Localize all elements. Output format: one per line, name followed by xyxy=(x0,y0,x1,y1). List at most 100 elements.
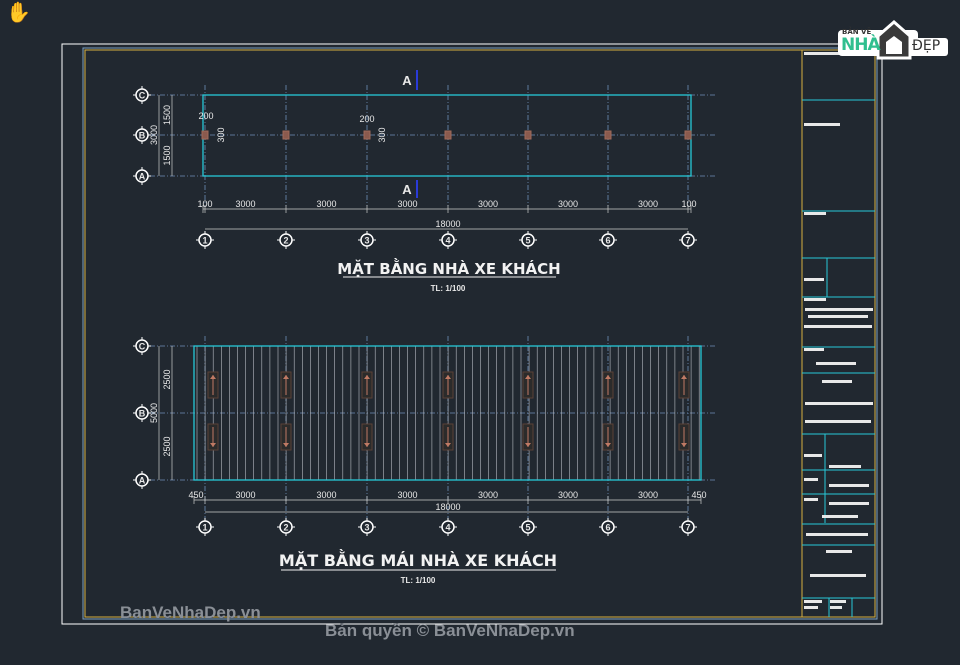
column-axis-bubble-4-circle xyxy=(441,520,455,534)
title-block-text xyxy=(822,380,852,383)
dimension-label: 3000 xyxy=(316,490,336,500)
arrow-down-icon xyxy=(283,443,289,447)
title-block-text xyxy=(804,606,818,609)
column-axis-bubble-3-circle xyxy=(360,520,374,534)
dimension-label: 3000 xyxy=(397,490,417,500)
column xyxy=(684,130,692,140)
total-dimension-label: 18000 xyxy=(435,219,460,229)
column-axis-bubble-5-label: 5 xyxy=(525,523,530,533)
left-dimension-label: 2500 xyxy=(162,436,172,456)
column-axis-bubble-2-circle xyxy=(279,233,293,247)
title-block-text xyxy=(804,348,824,351)
title-block-text xyxy=(804,278,824,281)
column xyxy=(282,130,290,140)
left-dimension-label: 2500 xyxy=(162,369,172,389)
column-axis-bubble-5-label: 5 xyxy=(525,236,530,246)
arrow-down-icon xyxy=(525,443,531,447)
title-block-text xyxy=(804,498,818,501)
row-axis-bubble-A-label: A xyxy=(139,476,146,486)
column-axis-bubble-7-label: 7 xyxy=(685,236,690,246)
title-block-text xyxy=(829,502,869,505)
column-axis-bubble-4-label: 4 xyxy=(445,236,450,246)
arrow-up-icon xyxy=(605,375,611,379)
column-note: 200 xyxy=(198,111,213,121)
column-axis-bubble-4-label: 4 xyxy=(445,523,450,533)
dimension-label: 100 xyxy=(197,199,212,209)
row-axis-bubble-B-label: B xyxy=(139,409,146,419)
column xyxy=(201,130,209,140)
column-axis-bubble-6-circle xyxy=(601,233,615,247)
title-block-text xyxy=(810,574,866,577)
outer-border xyxy=(61,43,883,625)
left-dimension-label: 1500 xyxy=(162,105,172,125)
column-axis-bubble-3-label: 3 xyxy=(364,523,369,533)
arrow-up-icon xyxy=(525,375,531,379)
column-axis-bubble-7-label: 7 xyxy=(685,523,690,533)
column xyxy=(444,130,452,140)
column-axis-bubble-1-label: 1 xyxy=(202,236,207,246)
dimension-label: 3000 xyxy=(316,199,336,209)
column-axis-bubble-1-circle xyxy=(198,233,212,247)
column xyxy=(604,130,612,140)
plan-roof-layout: C B A 450 3000 3000 3000 3000 3000 3000 450 18000 1 2… xyxy=(133,336,716,536)
arrow-down-icon xyxy=(445,443,451,447)
title-block-text xyxy=(816,362,856,365)
title-block-text xyxy=(806,533,868,536)
column-axis-bubble-5-circle xyxy=(521,520,535,534)
column-axis-bubble-2-circle xyxy=(279,520,293,534)
arrow-up-icon xyxy=(681,375,687,379)
row-axis-bubble-C-circle xyxy=(135,88,149,102)
column-axis-bubble-4-circle xyxy=(441,233,455,247)
column-note: 300 xyxy=(377,127,387,142)
row-axis-bubble-C-label: C xyxy=(139,342,146,352)
left-dimension-label: 3000 xyxy=(149,125,159,145)
column-note: 200 xyxy=(359,114,374,124)
title-block-text xyxy=(804,325,872,328)
left-dimension-label: 5000 xyxy=(149,403,159,423)
plan2-scale: TL: 1/100 xyxy=(401,576,436,585)
title-block-text xyxy=(805,402,873,405)
total-dimension-label: 18000 xyxy=(435,502,460,512)
dimension-label: 3000 xyxy=(235,199,255,209)
dimension-label: 3000 xyxy=(478,199,498,209)
title-block-text xyxy=(829,484,869,487)
column xyxy=(363,130,371,140)
dimension-label: 450 xyxy=(691,490,706,500)
dimension-label: 3000 xyxy=(638,490,658,500)
row-axis-bubble-A-circle xyxy=(135,169,149,183)
arrow-down-icon xyxy=(364,443,370,447)
yellow-border xyxy=(84,49,876,618)
section-mark-top: A xyxy=(402,73,412,88)
column-axis-bubble-3-label: 3 xyxy=(364,236,369,246)
arrow-down-icon xyxy=(605,443,611,447)
site-logo: BẢN VẼ NHÀ ĐẸP xyxy=(838,14,950,62)
dimension-label: 3000 xyxy=(397,199,417,209)
title-block-text xyxy=(804,600,822,603)
inner-border xyxy=(82,47,878,620)
arrow-down-icon xyxy=(210,443,216,447)
title-block-text xyxy=(830,600,846,603)
watermark-left: BanVeNhaDep.vn xyxy=(120,603,261,622)
title-block-text xyxy=(826,550,852,553)
column-axis-bubble-5-circle xyxy=(521,233,535,247)
title-block-text xyxy=(808,315,868,318)
column-axis-bubble-7-circle xyxy=(681,233,695,247)
row-axis-bubble-A-label: A xyxy=(139,172,146,182)
column-axis-bubble-1-label: 1 xyxy=(202,523,207,533)
arrow-up-icon xyxy=(364,375,370,379)
plan1-scale: TL: 1/100 xyxy=(431,284,466,293)
column-axis-bubble-6-circle xyxy=(601,520,615,534)
title-block-text xyxy=(804,212,826,215)
dimension-label: 100 xyxy=(681,199,696,209)
title-block-text xyxy=(804,478,818,481)
column-axis-bubble-6-label: 6 xyxy=(605,236,610,246)
title-block-text xyxy=(804,123,840,126)
title-block-text xyxy=(804,298,826,301)
logo-text-end: ĐẸP xyxy=(912,38,941,54)
title-block-text xyxy=(830,606,842,609)
plan1-title: MẶT BẰNG NHÀ XE KHÁCH xyxy=(337,257,560,278)
arrow-down-icon xyxy=(681,443,687,447)
